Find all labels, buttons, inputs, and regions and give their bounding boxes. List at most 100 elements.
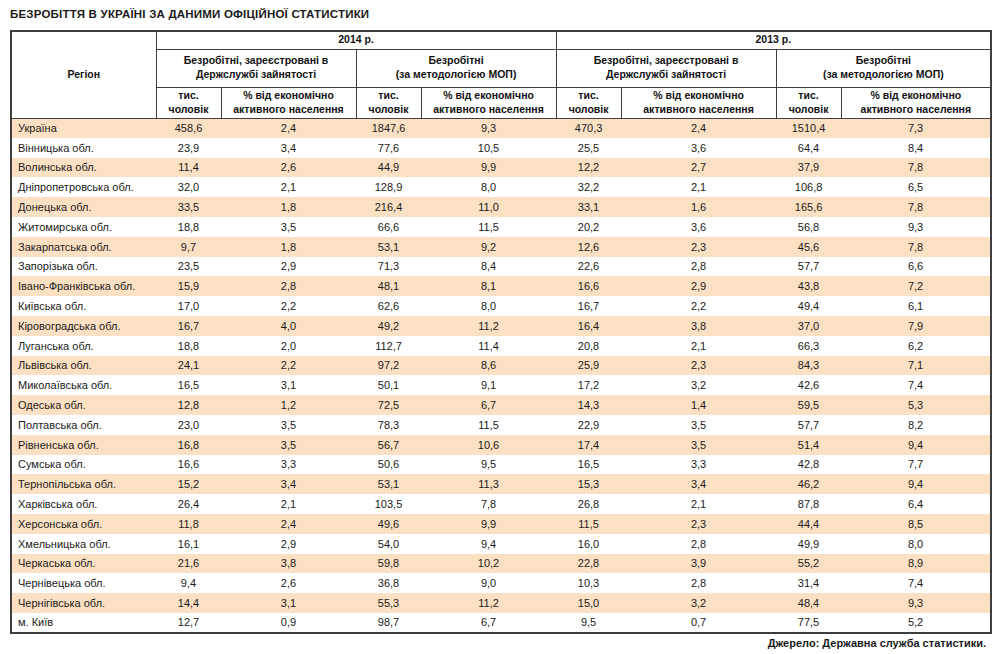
value-cell: 9,3	[841, 217, 991, 237]
value-cell: 11,4	[421, 336, 556, 356]
region-cell: Запорізька обл.	[11, 257, 156, 277]
value-cell: 23,0	[156, 415, 221, 435]
region-cell: Чернігівська обл.	[11, 593, 156, 613]
region-cell: м. Київ	[11, 613, 156, 633]
table-row: Харківська обл.26,42,1103,57,826,82,187,…	[11, 494, 991, 514]
value-cell: 48,1	[356, 276, 421, 296]
value-cell: 20,8	[556, 336, 621, 356]
value-cell: 11,5	[556, 514, 621, 534]
value-cell: 77,5	[776, 613, 841, 633]
table-row: Дніпропетровська обл.32,02,1128,98,032,2…	[11, 177, 991, 197]
value-cell: 37,0	[776, 316, 841, 336]
value-cell: 2,1	[621, 494, 776, 514]
value-cell: 9,5	[421, 455, 556, 475]
region-cell: Херсонська обл.	[11, 514, 156, 534]
value-cell: 17,4	[556, 435, 621, 455]
value-cell: 2,9	[221, 257, 356, 277]
value-cell: 2,3	[621, 237, 776, 257]
value-cell: 3,6	[621, 217, 776, 237]
value-cell: 2,2	[221, 356, 356, 376]
table-row: Черкаська обл.21,63,859,810,222,83,955,2…	[11, 554, 991, 574]
value-cell: 77,6	[356, 138, 421, 158]
value-cell: 0,9	[221, 613, 356, 633]
value-cell: 22,9	[556, 415, 621, 435]
value-cell: 53,1	[356, 474, 421, 494]
value-cell: 56,7	[356, 435, 421, 455]
table-row: Одеська обл.12,81,272,56,714,31,459,55,3	[11, 395, 991, 415]
value-cell: 11,2	[421, 593, 556, 613]
value-cell: 2,0	[221, 336, 356, 356]
column-header-registered-2013: Безробітні, зареєстровані в Держслужбі з…	[556, 49, 776, 87]
value-cell: 23,9	[156, 138, 221, 158]
value-cell: 9,4	[156, 573, 221, 593]
value-cell: 8,6	[421, 356, 556, 376]
value-cell: 3,2	[621, 593, 776, 613]
region-cell: Чернівецька обл.	[11, 573, 156, 593]
value-cell: 9,3	[841, 593, 991, 613]
value-cell: 7,2	[841, 276, 991, 296]
value-cell: 112,7	[356, 336, 421, 356]
value-cell: 2,9	[621, 276, 776, 296]
table-row: Полтавська обл.23,03,578,311,522,93,557,…	[11, 415, 991, 435]
value-cell: 32,2	[556, 177, 621, 197]
value-cell: 26,4	[156, 494, 221, 514]
value-cell: 2,2	[621, 296, 776, 316]
value-cell: 59,5	[776, 395, 841, 415]
value-cell: 128,9	[356, 177, 421, 197]
table-body: Україна458,62,41847,69,3470,32,41510,47,…	[11, 118, 991, 633]
value-cell: 2,1	[621, 336, 776, 356]
value-cell: 103,5	[356, 494, 421, 514]
value-cell: 84,3	[776, 356, 841, 376]
table-row: Львівська обл.24,12,297,28,625,92,384,37…	[11, 356, 991, 376]
value-cell: 3,8	[621, 316, 776, 336]
value-cell: 6,6	[841, 257, 991, 277]
table-row: Україна458,62,41847,69,3470,32,41510,47,…	[11, 118, 991, 138]
value-cell: 2,7	[621, 158, 776, 178]
value-cell: 16,4	[556, 316, 621, 336]
value-cell: 32,0	[156, 177, 221, 197]
value-cell: 7,1	[841, 356, 991, 376]
column-header-percent: % від економічно активного населення	[221, 87, 356, 118]
value-cell: 3,6	[621, 138, 776, 158]
value-cell: 3,5	[221, 415, 356, 435]
value-cell: 9,4	[841, 474, 991, 494]
value-cell: 11,2	[421, 316, 556, 336]
value-cell: 8,4	[421, 257, 556, 277]
value-cell: 470,3	[556, 118, 621, 138]
value-cell: 64,4	[776, 138, 841, 158]
region-cell: Кіровоградська обл.	[11, 316, 156, 336]
column-header-ilo-2013: Безробітні (за методологією МОП)	[776, 49, 991, 87]
value-cell: 55,2	[776, 554, 841, 574]
value-cell: 16,7	[156, 316, 221, 336]
value-cell: 11,8	[156, 514, 221, 534]
page-title: БЕЗРОБІТТЯ В УКРАЇНІ ЗА ДАНИМИ ОФІЦІЙНОЇ…	[10, 8, 369, 20]
value-cell: 49,6	[356, 514, 421, 534]
value-cell: 2,6	[221, 573, 356, 593]
header-row-years: Регіон 2014 р. 2013 р.	[11, 31, 991, 49]
column-header-registered-2014: Безробітні, зареєстровані в Держслужбі з…	[156, 49, 356, 87]
value-cell: 12,2	[556, 158, 621, 178]
value-cell: 9,3	[421, 118, 556, 138]
value-cell: 2,1	[221, 494, 356, 514]
value-cell: 2,4	[621, 118, 776, 138]
value-cell: 15,2	[156, 474, 221, 494]
region-cell: Полтавська обл.	[11, 415, 156, 435]
value-cell: 9,9	[421, 514, 556, 534]
value-cell: 7,8	[841, 237, 991, 257]
value-cell: 44,9	[356, 158, 421, 178]
value-cell: 56,8	[776, 217, 841, 237]
value-cell: 2,2	[221, 296, 356, 316]
table-row: Хмельницька обл.16,12,954,09,416,02,849,…	[11, 534, 991, 554]
table-row: Миколаївська обл.16,53,150,19,117,23,242…	[11, 375, 991, 395]
value-cell: 14,3	[556, 395, 621, 415]
value-cell: 2,4	[221, 514, 356, 534]
value-cell: 1,4	[621, 395, 776, 415]
value-cell: 25,9	[556, 356, 621, 376]
value-cell: 3,4	[221, 474, 356, 494]
table-row: Сумська обл.16,63,350,69,516,53,342,87,7	[11, 455, 991, 475]
header-row-subcolumns: тис. чоловік % від економічно активного …	[11, 87, 991, 118]
column-header-thousands: тис. чоловік	[776, 87, 841, 118]
value-cell: 9,9	[421, 158, 556, 178]
value-cell: 8,1	[421, 276, 556, 296]
region-cell: Івано-Франківська обл.	[11, 276, 156, 296]
